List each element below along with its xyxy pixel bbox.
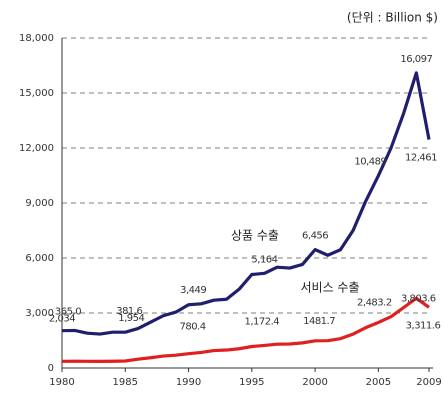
- y-tick-label: 12,000: [19, 143, 54, 154]
- data-label: 2,483.2: [357, 297, 392, 308]
- series-label: 상품 수출: [231, 229, 279, 243]
- x-tick-label: 1980: [49, 377, 74, 388]
- data-label: 381.6: [116, 306, 142, 317]
- data-label: 365.0: [55, 306, 81, 317]
- unit-note: (단위 : Billion $): [347, 11, 438, 25]
- y-tick-label: 15,000: [19, 88, 54, 99]
- y-tick-label: 6,000: [25, 253, 54, 264]
- data-label: 780.4: [179, 322, 205, 333]
- data-label: 1481.7: [303, 316, 335, 327]
- data-label: 3,449: [180, 285, 206, 296]
- x-tick-label: 1985: [113, 377, 138, 388]
- x-tick-label: 1995: [239, 377, 264, 388]
- y-tick-label: 0: [48, 363, 54, 374]
- line-series: [61, 71, 431, 336]
- x-tick-label: 2000: [302, 377, 327, 388]
- x-tick-label: 2005: [366, 377, 391, 388]
- data-label: 12,461: [405, 153, 437, 164]
- data-label: 3,803.6: [401, 293, 436, 304]
- data-label: 1,954: [118, 313, 144, 324]
- x-tick-label: 1990: [176, 377, 201, 388]
- y-tick-label: 3,000: [25, 308, 54, 319]
- y-tick-label: 9,000: [25, 198, 54, 209]
- data-label: 6,456: [302, 231, 328, 242]
- data-label: 5,164: [251, 254, 277, 265]
- series-label: 서비스 수출: [300, 281, 359, 295]
- line-series: [61, 296, 430, 363]
- x-tick-label: 2009: [416, 377, 441, 388]
- data-label: 2,034: [49, 314, 75, 325]
- data-label: 16,097: [400, 54, 432, 65]
- data-label: 1,172.4: [244, 317, 279, 328]
- y-tick-label: 18,000: [19, 33, 54, 44]
- data-label: 3,311.6: [406, 320, 441, 331]
- data-label: 10,489: [354, 157, 386, 168]
